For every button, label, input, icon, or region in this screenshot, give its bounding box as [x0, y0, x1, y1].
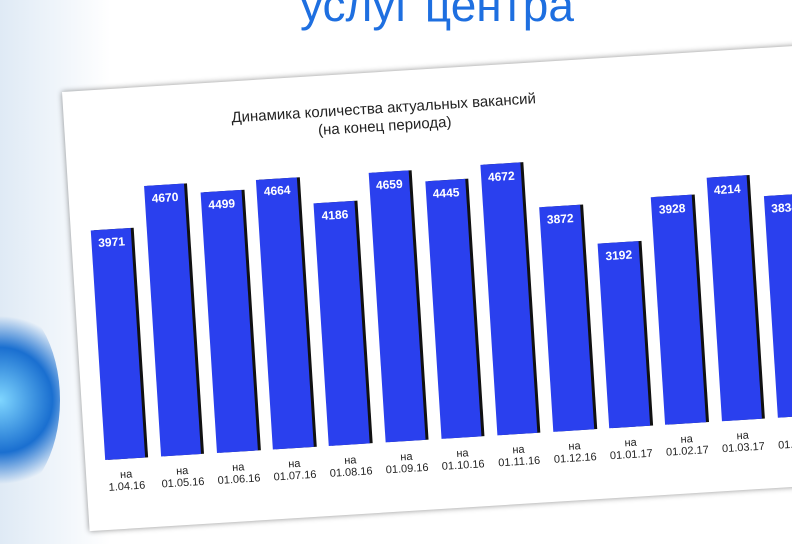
x-tick-label: на 01.03.17: [721, 429, 766, 456]
bar: [200, 190, 258, 453]
bar: [368, 170, 426, 443]
x-tick-label: на 01.11.16: [497, 443, 541, 470]
x-tick-label: на 01.09.16: [385, 450, 429, 477]
x-tick-label: на 01.01.17: [609, 436, 654, 463]
x-tick-label: на 01.02.17: [665, 433, 710, 459]
x-tick-label: на 01.08.16: [329, 454, 373, 480]
x-tick-label: на 01.07.16: [273, 457, 317, 484]
value-label: 4214: [713, 181, 741, 197]
bar: [539, 205, 594, 432]
bar: [313, 201, 370, 446]
x-tick-label: на 01.05.16: [161, 464, 205, 491]
bar: [597, 240, 650, 429]
bar: [425, 179, 482, 439]
bar: [144, 183, 202, 457]
value-label: 4659: [375, 176, 404, 193]
bar: [256, 176, 314, 450]
chart: Динамика количества актуальных вакансий …: [62, 44, 792, 532]
bar: [480, 162, 538, 436]
value-label: 4672: [487, 168, 516, 185]
x-tick-label: на 01.04.17: [777, 437, 792, 452]
plot-area: 3971 на 1.04.16 4670 на 01.05.16 4499 на 01.0…: [79, 125, 792, 494]
value-label: 3872: [546, 211, 575, 228]
value-label: 3928: [658, 201, 686, 217]
bar: [706, 174, 762, 422]
value-label: 4670: [151, 190, 179, 206]
value-label: 4499: [207, 196, 236, 213]
x-tick-label: на 01.06.16: [217, 461, 261, 487]
bar: [90, 227, 146, 461]
x-tick-label: на 1.04.16: [108, 468, 146, 494]
value-label: 3192: [605, 247, 633, 264]
decoration: [0, 300, 60, 500]
x-tick-label: на 01.10.16: [441, 447, 485, 473]
x-tick-label: на 01.12.16: [553, 440, 598, 466]
value-label: 4445: [432, 185, 460, 202]
bar: [763, 193, 792, 418]
bar: [651, 194, 706, 425]
value-label: 3971: [97, 234, 126, 250]
value-label: 4186: [321, 207, 349, 224]
slide-title: услуг центра: [300, 0, 574, 31]
value-label: 3834: [770, 199, 792, 216]
value-label: 4664: [263, 183, 291, 199]
